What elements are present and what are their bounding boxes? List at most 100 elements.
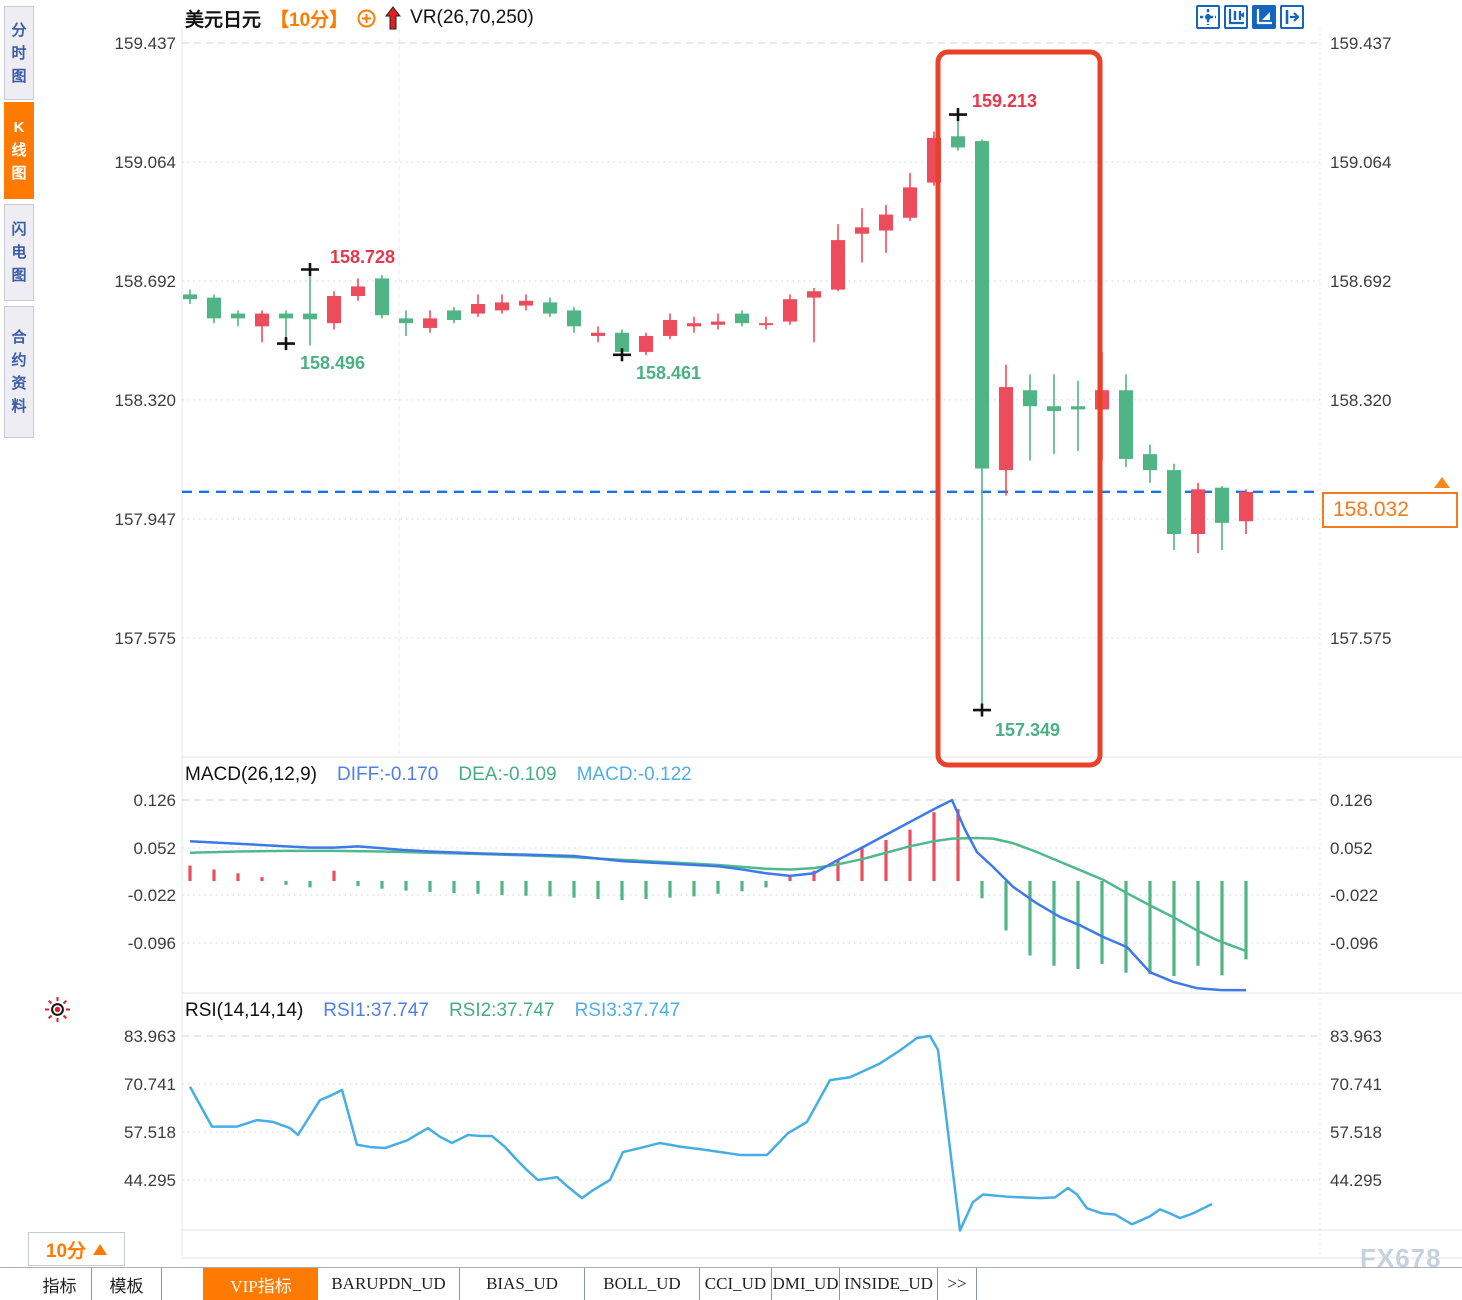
rsi2-value: RSI2:37.747 [448, 1000, 555, 1021]
macd-diff-value: DIFF:-0.170 [337, 764, 439, 785]
rsi-axis-label: 83.963 [124, 1027, 176, 1046]
sidebar-tab-label: 分时图 [11, 21, 27, 85]
macd-axis-label-right: 0.126 [1330, 791, 1373, 810]
price-annotation: 159.213 [972, 91, 1037, 111]
rsi-title: RSI(14,14,14) [185, 1000, 304, 1021]
add-indicator-icon[interactable] [357, 9, 376, 28]
bottom-tab-3[interactable]: VIP指标 [204, 1268, 318, 1300]
axis-pointer-icon[interactable] [1252, 5, 1276, 29]
candle-body [807, 291, 821, 298]
candle-body [855, 227, 869, 234]
sidebar-tab-contract[interactable]: 合约资料 [4, 306, 34, 438]
candle-body [591, 332, 605, 336]
sidebar-tab-kline[interactable]: K线图 [4, 102, 34, 199]
bottom-tab-9[interactable]: INSIDE_UD [840, 1268, 938, 1300]
rsi-legend: RSI(14,14,14) RSI1:37.747 RSI2:37.747 RS… [185, 1000, 680, 1022]
sun-target-icon[interactable] [44, 996, 71, 1028]
interval-label[interactable]: 【10分】 [270, 9, 349, 31]
candle-body [735, 313, 749, 324]
candle-body [1167, 470, 1181, 535]
candle-body [519, 300, 533, 306]
candle-body [639, 335, 653, 352]
chart-toolbar [1196, 5, 1304, 29]
sidebar-tab-label: 闪电图 [11, 221, 27, 284]
candle-body [543, 302, 557, 314]
candle-body [1215, 487, 1229, 523]
candle-body [351, 286, 365, 297]
candle-body [471, 303, 485, 314]
sidebar-tab-label: K线图 [11, 119, 27, 182]
price-annotation: 157.349 [995, 720, 1060, 740]
last-price-tag: 158.032 [1322, 492, 1458, 528]
exit-right-icon[interactable] [1280, 5, 1304, 29]
rsi-axis-label: 44.295 [124, 1171, 176, 1190]
diff-line [189, 798, 1246, 992]
interval-selector[interactable]: 10分 [28, 1232, 125, 1266]
price-annotation: 158.496 [300, 353, 365, 373]
y-axis-label-right: 159.064 [1330, 153, 1391, 172]
candle-body [975, 141, 989, 469]
rsi-axis-label: 70.741 [124, 1075, 176, 1094]
sidebar-tab-timeline[interactable]: 分时图 [4, 6, 34, 100]
vr-indicator-label: VR(26,70,250) [410, 7, 534, 28]
bottom-tab-0[interactable]: 指标 [28, 1268, 92, 1300]
candle-body [327, 296, 341, 324]
candle-body [279, 313, 293, 319]
price-annotation: 158.728 [330, 247, 395, 267]
sidebar-tab-flash[interactable]: 闪电图 [4, 204, 34, 301]
indicator-tab-bar: 指标 模板 VIP指标 BARUPDN_UD BIAS_UD BOLL_UD CCI_UD D… [0, 1267, 1462, 1300]
candle-body [687, 323, 701, 327]
move-crosshair-icon[interactable] [1196, 5, 1220, 29]
bottom-tab-4[interactable]: BARUPDN_UD [318, 1268, 460, 1300]
last-price-value: 158.032 [1333, 498, 1409, 521]
rsi-line [188, 1034, 1213, 1232]
candle-body [999, 387, 1013, 471]
macd-axis-label-right: -0.022 [1330, 886, 1378, 905]
macd-axis-label-right: -0.096 [1330, 934, 1378, 953]
candle-body [183, 294, 197, 300]
rsi-axis-label-right: 83.963 [1330, 1027, 1382, 1046]
price-annotation: 158.461 [636, 363, 701, 383]
macd-dea-value: DEA:-0.109 [458, 764, 557, 785]
bottom-tab-6[interactable]: BOLL_UD [585, 1268, 700, 1300]
y-axis-label: 159.064 [115, 153, 176, 172]
candle-body [903, 187, 917, 218]
candle-body [1071, 406, 1085, 410]
dea-line [189, 836, 1247, 953]
candle-body [1239, 491, 1253, 522]
candle-body [303, 313, 317, 320]
y-axis-label-right: 159.437 [1330, 34, 1391, 53]
candle-body [1047, 406, 1061, 412]
y-axis-label-right: 157.575 [1330, 629, 1391, 648]
y-axis-label-right: 158.692 [1330, 272, 1391, 291]
macd-axis-label: 0.052 [133, 839, 176, 858]
candle-body [567, 310, 581, 327]
bottom-tab-5[interactable]: BIAS_UD [460, 1268, 585, 1300]
candle-body [495, 302, 509, 311]
triangle-up-icon [93, 1243, 108, 1255]
y-axis-label: 158.320 [115, 391, 176, 410]
y-axis-label: 158.692 [115, 272, 176, 291]
candle-body [759, 323, 773, 326]
candle-body [663, 319, 677, 336]
candle-body [1119, 390, 1133, 459]
rsi1-value: RSI1:37.747 [323, 1000, 429, 1021]
macd-axis-label: -0.022 [128, 886, 176, 905]
candle-body [447, 310, 461, 320]
bottom-tab-8[interactable]: DMI_UD [772, 1268, 840, 1300]
bottom-tab-7[interactable]: CCI_UD [700, 1268, 772, 1300]
candle-body [879, 214, 893, 231]
rsi3-value: RSI3:37.747 [574, 1000, 681, 1021]
price-up-arrow-icon [1434, 477, 1450, 488]
macd-legend: MACD(26,12,9) DIFF:-0.170 DEA:-0.109 MAC… [185, 764, 692, 786]
candle-body [207, 297, 221, 319]
bottom-tab-spacer [162, 1268, 204, 1300]
bottom-tab-10[interactable]: >> [938, 1268, 977, 1300]
axis-candles-icon[interactable] [1224, 5, 1248, 29]
up-arrow-icon [385, 5, 402, 31]
candle-body [615, 332, 629, 352]
interval-value: 10分 [45, 1240, 87, 1262]
bottom-tab-1[interactable]: 模板 [92, 1268, 162, 1300]
candle-body [423, 318, 437, 328]
candle-body [831, 240, 845, 290]
